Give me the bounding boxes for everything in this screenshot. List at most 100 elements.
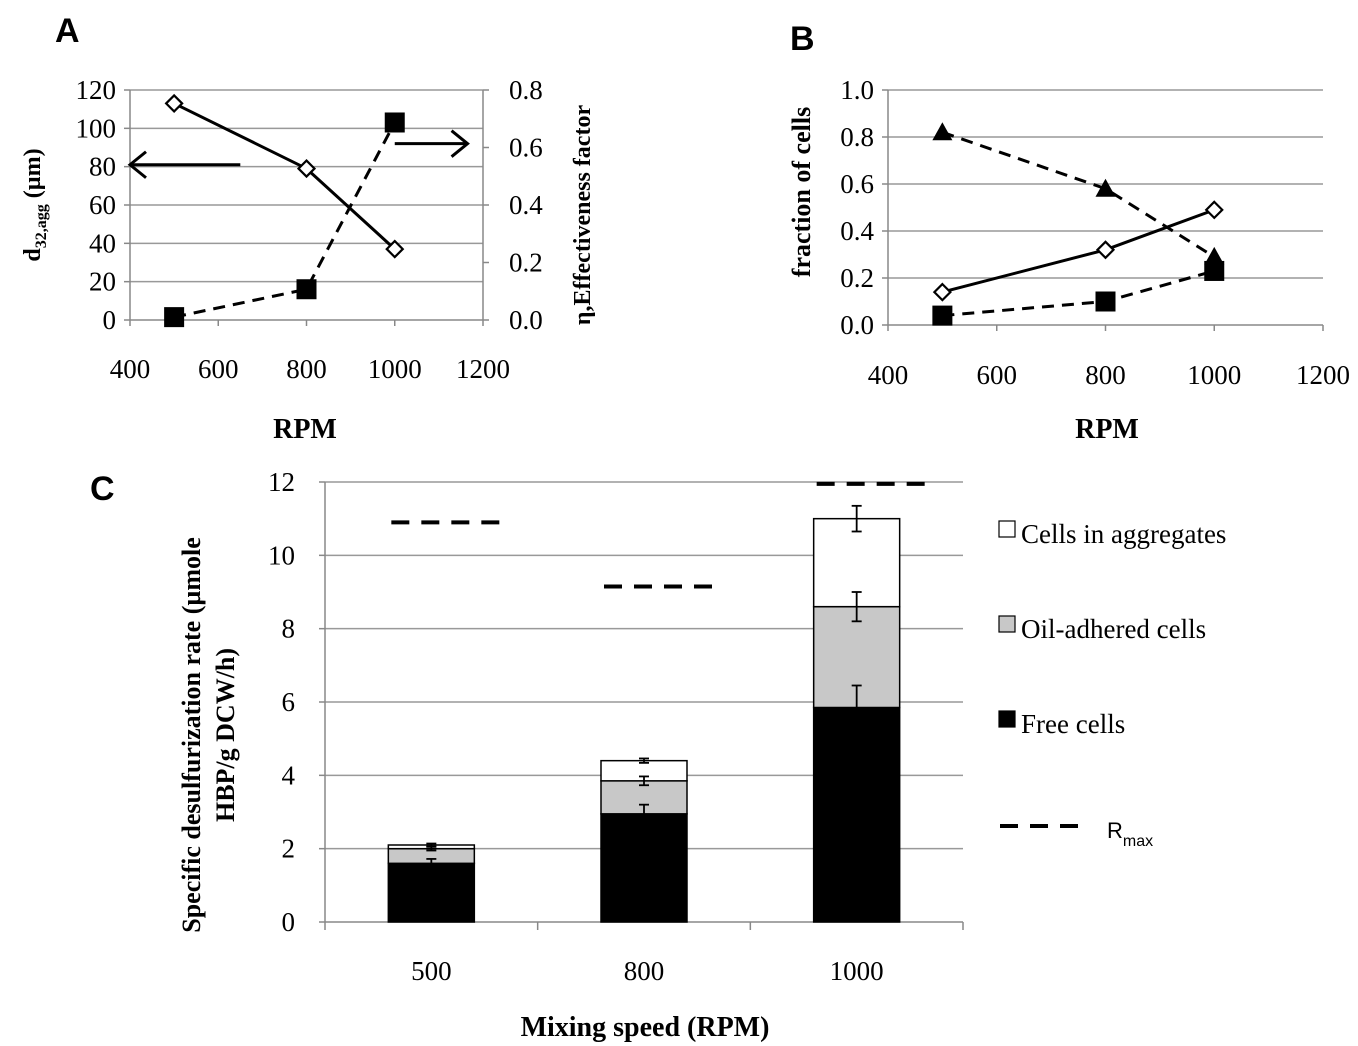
panel-c-y-tick-label: 10	[268, 540, 295, 570]
panel-a-arrows	[127, 129, 470, 179]
panel-a-arrow-right-head	[450, 129, 470, 158]
panel-c-legend-rmax-label: Rmax	[1107, 818, 1153, 850]
panel-c-x-label: Mixing speed (RPM)	[521, 1012, 770, 1043]
panel-a-y-tick-label: 80	[89, 152, 116, 182]
panel-a-series-1-point	[296, 159, 317, 179]
panel-c-bar-segment	[812, 706, 901, 923]
panel-a-series-line-2	[173, 121, 397, 319]
panel-c-legend-label: Cells in aggregates	[1021, 519, 1226, 549]
panel-a-series-1-point	[385, 239, 405, 259]
panel-b-series	[932, 122, 1225, 326]
panel-a-x-ticks: 400 600 800 1000 1200	[110, 320, 510, 384]
panel-c-y-tick-label: 12	[268, 467, 295, 497]
panel-b-y-label: fraction of cells	[787, 107, 816, 277]
panel-a-x-label: RPM	[273, 414, 337, 445]
panel-a-x-tick-label: 400	[110, 354, 151, 384]
panel-a-series	[164, 93, 405, 328]
panel-a-y-tick-label: 120	[76, 75, 117, 105]
panel-b-x-tick-label: 400	[868, 360, 909, 390]
panel-a-x-tick-label: 600	[198, 354, 239, 384]
panel-a-y2-ticks: 0.0 0.2 0.4 0.6 0.8	[483, 75, 543, 335]
panel-a-series-2-point	[164, 307, 185, 328]
panel-a-y2-tick-label: 0.6	[509, 133, 543, 163]
panel-b-series-3-point	[1095, 291, 1116, 312]
panel-c-y-ticks: 0 2 4 6 8 10 12	[268, 467, 325, 937]
panel-c-error-bars	[426, 504, 862, 869]
panel-c-x-tick-label: 1000	[830, 956, 884, 986]
panel-b-series-2-point	[1095, 240, 1116, 260]
panel-a-y-label-rest: (µm)	[20, 148, 46, 204]
panel-a-y-label: d32,agg (µm)	[20, 148, 50, 261]
panel-a-gridlines	[130, 89, 483, 283]
panel-label-a: A	[55, 12, 80, 50]
panel-a-x-tick-label: 1200	[456, 354, 510, 384]
panel-b: B 400 600 800 1000 1200 0.0 0.2 0.4 0.6 0.8 1.0 R…	[787, 20, 1350, 445]
panel-a-series-2-point	[384, 112, 405, 133]
panel-c-legend-rmax-label-sub: max	[1123, 833, 1153, 850]
panel-a-y-label-sub: 32,agg	[33, 204, 50, 248]
panel-c-y-tick-label: 2	[282, 834, 296, 864]
panel-c: C 0 2 4 6 8 10 12 500 800 1000 Cells in aggregat…	[90, 467, 1226, 1043]
panel-a-series-line-1	[173, 102, 396, 251]
panel-b-series-3-point	[932, 305, 953, 326]
panel-b-series-2-point	[1204, 200, 1224, 220]
panel-c-x-ticks: 500 800 1000	[324, 922, 964, 986]
panel-c-legend-swatch	[998, 710, 1016, 728]
panel-a-y-tick-label: 100	[76, 113, 117, 143]
panel-c-y-tick-label: 6	[282, 687, 296, 717]
panel-c-bar-segment	[600, 813, 688, 923]
panel-b-y-tick-label: 0.2	[840, 263, 874, 293]
panel-a-y2-tick-label: 0.4	[509, 190, 543, 220]
panel-c-y-tick-label: 4	[282, 760, 296, 790]
panel-b-series-line-1	[941, 130, 1216, 259]
panel-c-legend-label: Oil-adhered cells	[1021, 614, 1206, 644]
panel-a-y2-tick-label: 0.8	[509, 75, 543, 105]
panel-a-y-ticks: 0 20 40 60 80 100 120	[76, 75, 130, 335]
panel-a-y-tick-label: 0	[103, 305, 117, 335]
panel-b-series-1-point	[1204, 246, 1225, 265]
panel-a-series-2-point	[296, 279, 317, 300]
panel-c-legend-swatch	[998, 520, 1016, 538]
panel-c-legend: Cells in aggregates Oil-adhered cells Free…	[998, 519, 1226, 850]
panel-c-legend-swatch	[998, 615, 1016, 633]
panel-a-y2-label: η,Effectiveness factor	[570, 105, 596, 326]
panel-c-x-tick-label: 800	[624, 956, 665, 986]
panel-b-x-tick-label: 1200	[1296, 360, 1350, 390]
panel-b-series-2-point	[932, 282, 952, 302]
panel-b-y-ticks: 0.0 0.2 0.4 0.6 0.8 1.0	[840, 75, 888, 340]
panel-b-x-tick-label: 800	[1085, 360, 1126, 390]
panel-c-rmax-lines	[391, 481, 927, 589]
panel-a-y-tick-label: 60	[89, 190, 116, 220]
panel-c-bar-segment	[387, 862, 476, 923]
panel-c-legend-rmax-label-main: R	[1107, 818, 1123, 843]
panel-b-y-tick-label: 1.0	[840, 75, 874, 105]
panel-a-y-tick-label: 20	[89, 267, 116, 297]
panel-b-series-3-point	[1204, 260, 1225, 281]
panel-a-y2-tick-label: 0.0	[509, 305, 543, 335]
panel-a-y2-tick-label: 0.2	[509, 248, 543, 278]
panel-c-y-tick-label: 8	[282, 614, 296, 644]
panel-c-y-label-line2: HBP/g DCW/h)	[211, 648, 240, 822]
panel-b-series-line-2	[941, 208, 1215, 294]
panel-a-y-label-main: d	[20, 248, 46, 262]
panel-b-x-tick-label: 1000	[1187, 360, 1241, 390]
panel-b-y-tick-label: 0.8	[840, 122, 874, 152]
panel-b-series-1-point	[1095, 178, 1116, 197]
panel-b-x-ticks: 400 600 800 1000 1200	[868, 325, 1350, 390]
panel-b-x-tick-label: 600	[977, 360, 1018, 390]
panel-b-y-tick-label: 0.6	[840, 169, 874, 199]
panel-c-x-tick-label: 500	[411, 956, 452, 986]
panel-b-x-label: RPM	[1075, 414, 1139, 445]
panel-a-x-tick-label: 800	[286, 354, 327, 384]
panel-b-y-tick-label: 0.0	[840, 310, 874, 340]
panel-c-legend-label: Free cells	[1021, 709, 1125, 739]
panel-c-y-tick-label: 0	[282, 907, 296, 937]
panel-c-bars	[387, 517, 901, 923]
panel-b-y-tick-label: 0.4	[840, 216, 874, 246]
panel-a-x-tick-label: 1000	[368, 354, 422, 384]
panel-label-b: B	[790, 20, 815, 58]
panel-a-y-tick-label: 40	[89, 228, 116, 258]
panel-a-series-1-point	[164, 93, 184, 113]
